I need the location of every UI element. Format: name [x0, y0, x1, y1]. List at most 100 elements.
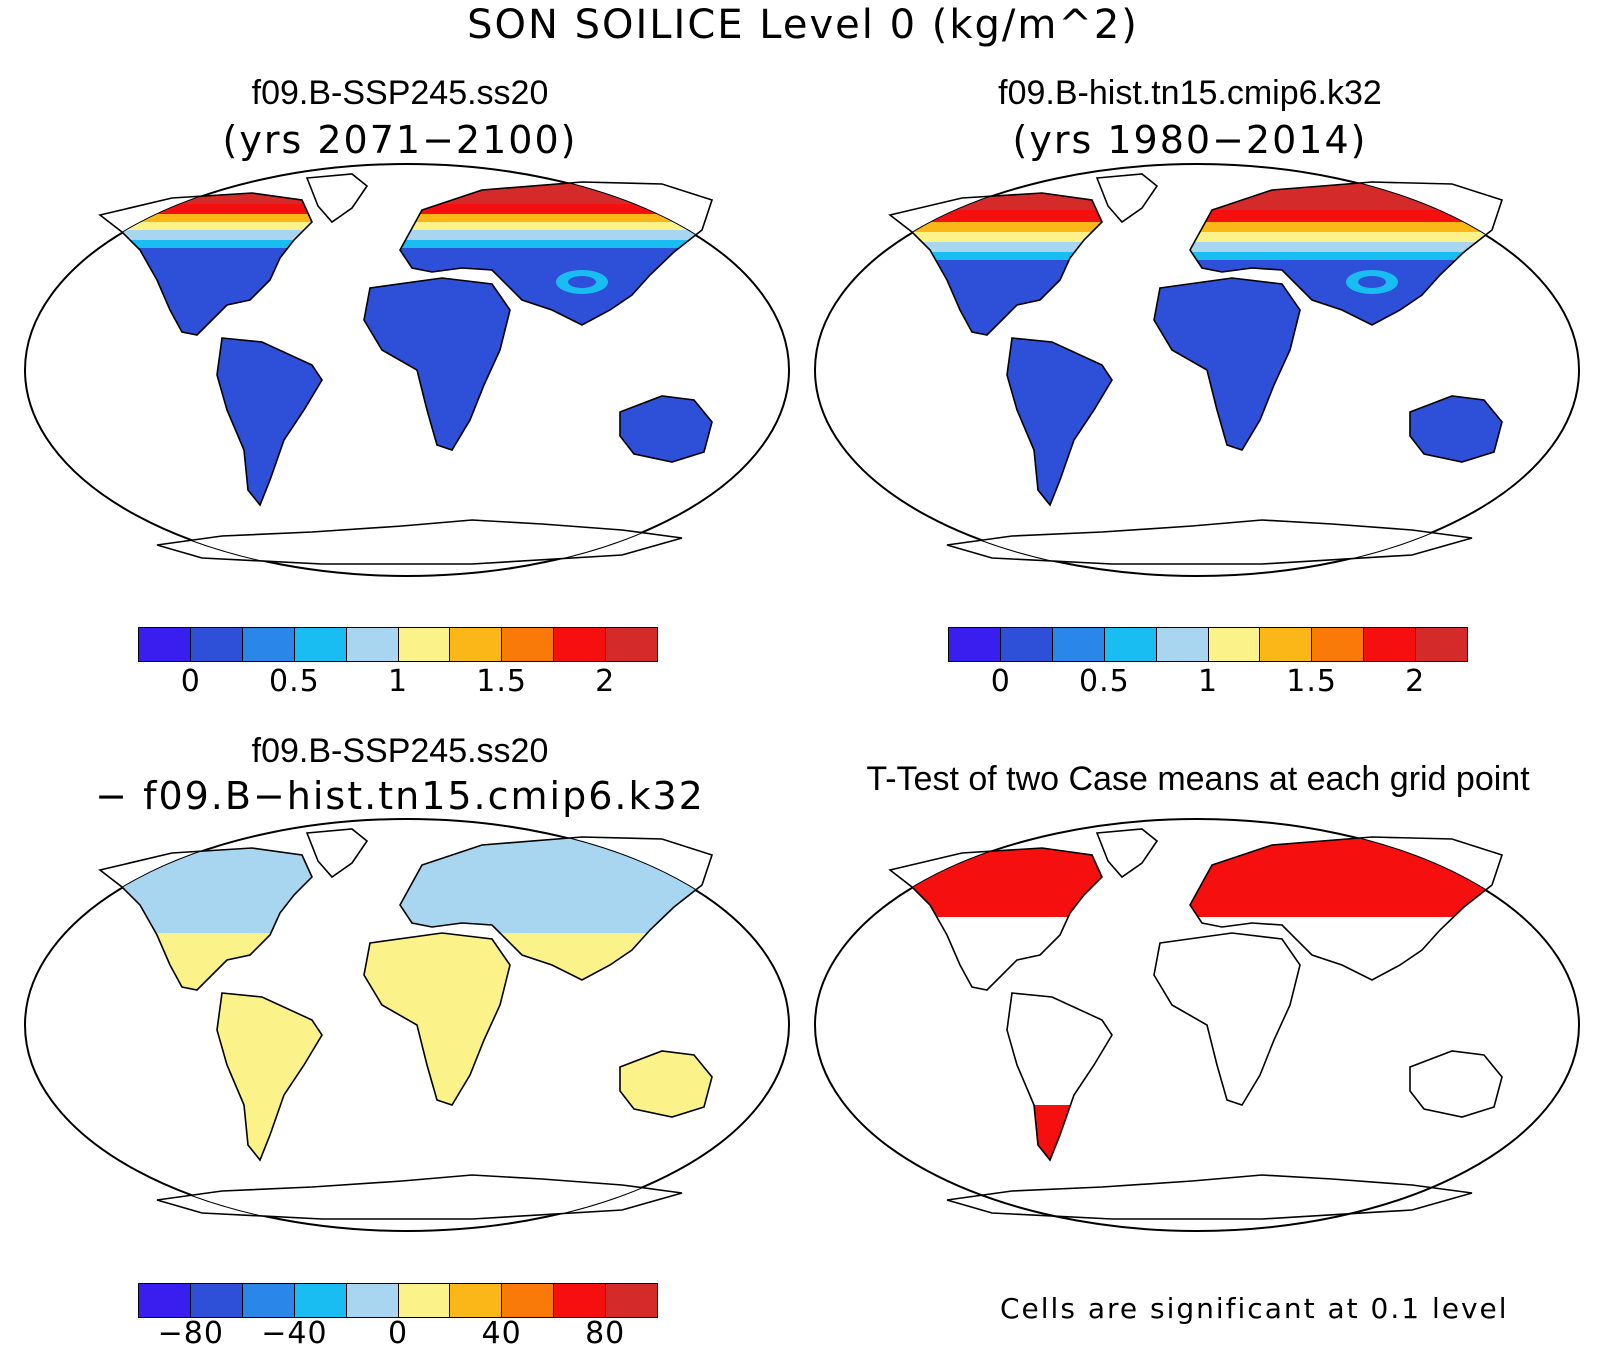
colorbar-cell: [294, 628, 347, 661]
coastline-antarctica: [946, 519, 1473, 565]
coastline-southAmerica: [1006, 992, 1113, 1162]
map-future-case: [24, 163, 790, 577]
colorbar-tick-label: 0: [990, 664, 1011, 699]
land-northAmerica: [100, 848, 312, 990]
colorbar-tick-label: 0.5: [1079, 664, 1130, 699]
land-africa: [364, 278, 510, 450]
colorbar-tick-label: 2: [595, 664, 616, 699]
soil-ice-band: [100, 240, 712, 248]
colorbar-cell: [502, 628, 555, 661]
coastline-europeAsia: [1189, 836, 1504, 981]
colorbar-cell: [1104, 628, 1157, 661]
coastline-southAmerica: [1006, 337, 1113, 507]
colorbar-tick-label: 2: [1405, 664, 1426, 699]
main-title: SON SOILICE Level 0 (kg/m^2): [467, 2, 1139, 48]
colorbar-difference: [138, 1283, 658, 1318]
coastline-australia: [619, 395, 713, 463]
land-antarctica: [947, 520, 1472, 564]
colorbar-cell: [346, 628, 399, 661]
colorbar-tick-label: 1: [387, 664, 409, 699]
colorbar-cell: [242, 1284, 295, 1317]
panel2-title: f09.B-hist.tn15.cmip6.k32: [998, 74, 1382, 112]
panel3-title: f09.B-SSP245.ss20: [251, 732, 549, 770]
coastline-africa: [1153, 277, 1301, 451]
colorbar-cell: [1208, 628, 1261, 661]
coastline-northAmerica: [888, 192, 1103, 336]
soil-ice-band: [890, 252, 1502, 260]
colorbar-tick-label: 40: [481, 1316, 522, 1351]
coastline-africa: [363, 277, 511, 451]
colorbar-cell: [1364, 628, 1417, 661]
tibet-plateau-core: [568, 276, 596, 288]
coastline-antarctica: [156, 1174, 683, 1220]
colorbar-cell: [139, 1284, 191, 1317]
coastline-antarctica: [946, 1174, 1473, 1220]
colorbar-cell: [190, 628, 243, 661]
colorbar-cell: [294, 1284, 347, 1317]
coastline-africa: [1153, 932, 1301, 1106]
colorbar-tick-label: −80: [157, 1316, 224, 1351]
colorbar-cell: [190, 1284, 243, 1317]
significance-note: Cells are significant at 0.1 level: [1000, 1292, 1509, 1325]
land-southAmerica: [217, 338, 322, 505]
colorbar-cell: [1052, 628, 1105, 661]
colorbar-cell: [502, 1284, 555, 1317]
panel1-title: f09.B-SSP245.ss20: [251, 74, 549, 112]
colorbar-tick-label: −40: [261, 1316, 328, 1351]
colorbar-cell: [949, 628, 1001, 661]
colorbar-cell: [242, 628, 295, 661]
colorbar-cell: [139, 628, 191, 661]
coastline-northAmerica: [888, 847, 1103, 991]
coastline-greenland: [1095, 828, 1159, 879]
land-africa: [364, 933, 510, 1105]
coastline-northAmerica: [98, 192, 313, 336]
coastline-greenland: [305, 173, 369, 224]
coastline-australia: [1409, 395, 1503, 463]
colorbar-cell: [450, 628, 503, 661]
colorbar-cell: [1156, 628, 1209, 661]
land-australia: [1410, 396, 1502, 462]
coastline-northAmerica: [98, 847, 313, 991]
colorbar-tick-label: 1.5: [476, 664, 527, 699]
land-antarctica: [157, 520, 682, 564]
coastline-europeAsia: [399, 181, 714, 326]
panel1-subtitle: (yrs 2071−2100): [222, 118, 578, 162]
colorbar-historical: [948, 627, 1468, 662]
colorbar-cell: [554, 1284, 607, 1317]
tibet-plateau-core: [1358, 276, 1386, 288]
map-ttest-significance: [814, 818, 1580, 1232]
coastline-greenland: [1095, 173, 1159, 224]
colorbar-cell: [398, 628, 451, 661]
colorbar-tick-label: 0.5: [269, 664, 320, 699]
coastline-europeAsia: [399, 836, 714, 981]
coastline-africa: [363, 932, 511, 1106]
colorbar-future: [138, 627, 658, 662]
land-antarctica: [157, 1175, 682, 1219]
soil-ice-band: [890, 242, 1502, 252]
map-frame: [814, 818, 1580, 1232]
colorbar-cell: [1312, 628, 1365, 661]
colorbar-cell: [1000, 628, 1053, 661]
colorbar-cell: [606, 628, 658, 661]
map-difference: [24, 818, 790, 1232]
coastline-southAmerica: [216, 337, 323, 507]
coastline-southAmerica: [216, 992, 323, 1162]
colorbar-tick-label: 1.5: [1286, 664, 1337, 699]
colorbar-cell: [606, 1284, 658, 1317]
coastline-europeAsia: [1189, 181, 1504, 326]
coastline-antarctica: [156, 519, 683, 565]
colorbar-cell: [398, 1284, 451, 1317]
coastline-australia: [619, 1050, 713, 1118]
colorbar-cell: [1260, 628, 1313, 661]
coastline-greenland: [305, 828, 369, 879]
colorbar-cell: [346, 1284, 399, 1317]
land-southAmerica: [217, 993, 322, 1160]
land-africa: [1154, 278, 1300, 450]
colorbar-cell: [1416, 628, 1468, 661]
colorbar-tick-label: 0: [180, 664, 201, 699]
coastline-australia: [1409, 1050, 1503, 1118]
colorbar-cell: [450, 1284, 503, 1317]
land-southAmerica: [1007, 338, 1112, 505]
land-australia: [620, 396, 712, 462]
land-australia: [620, 1051, 712, 1117]
